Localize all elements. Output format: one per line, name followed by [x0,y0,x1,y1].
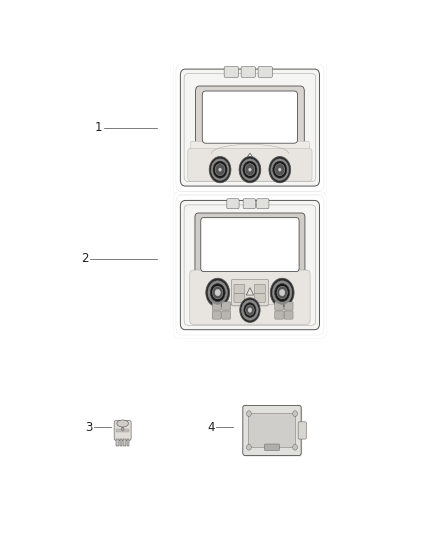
FancyBboxPatch shape [202,91,297,143]
FancyBboxPatch shape [265,444,279,450]
FancyBboxPatch shape [243,199,255,208]
FancyBboxPatch shape [244,407,302,457]
FancyBboxPatch shape [234,285,245,293]
FancyBboxPatch shape [212,302,221,310]
FancyBboxPatch shape [275,302,283,310]
FancyBboxPatch shape [180,200,320,330]
FancyBboxPatch shape [284,311,293,319]
FancyBboxPatch shape [248,414,296,447]
FancyBboxPatch shape [195,86,304,148]
Circle shape [121,427,124,431]
FancyBboxPatch shape [284,302,293,310]
Bar [120,439,122,446]
FancyBboxPatch shape [258,67,272,77]
Polygon shape [245,153,255,160]
FancyBboxPatch shape [241,67,255,77]
Bar [124,439,126,446]
Circle shape [279,289,285,296]
Circle shape [242,300,258,320]
Polygon shape [246,288,254,295]
Circle shape [249,168,251,171]
FancyBboxPatch shape [243,406,301,456]
Circle shape [273,161,287,178]
Text: 1: 1 [95,121,102,134]
Circle shape [240,298,260,322]
Circle shape [269,157,291,183]
Circle shape [247,411,251,416]
FancyBboxPatch shape [222,311,230,319]
FancyBboxPatch shape [298,422,306,439]
Circle shape [213,161,227,178]
Circle shape [212,286,223,299]
FancyBboxPatch shape [231,279,268,306]
Circle shape [275,164,285,175]
FancyBboxPatch shape [212,311,221,319]
Text: 3: 3 [85,421,92,434]
FancyBboxPatch shape [275,311,283,319]
FancyBboxPatch shape [188,148,312,181]
Circle shape [209,157,231,183]
Circle shape [215,164,225,175]
Circle shape [247,445,251,450]
Circle shape [272,281,292,304]
Bar [116,429,130,432]
Circle shape [279,168,281,171]
FancyBboxPatch shape [227,199,239,208]
Circle shape [275,284,290,302]
FancyBboxPatch shape [190,270,310,325]
Bar [116,439,119,446]
Circle shape [271,159,289,180]
Circle shape [210,284,225,302]
Circle shape [215,289,220,296]
Circle shape [219,168,221,171]
Text: 4: 4 [207,421,215,434]
Text: 2: 2 [81,253,89,265]
Circle shape [293,411,297,416]
FancyBboxPatch shape [195,213,305,276]
Circle shape [270,278,294,307]
Circle shape [241,159,259,180]
Circle shape [244,303,256,318]
Circle shape [211,159,229,180]
Circle shape [248,308,252,312]
Circle shape [208,281,227,304]
Circle shape [206,278,230,307]
FancyBboxPatch shape [254,285,265,293]
Circle shape [239,157,261,183]
FancyBboxPatch shape [114,421,131,440]
FancyBboxPatch shape [254,293,265,302]
FancyBboxPatch shape [224,67,238,77]
Circle shape [277,286,287,299]
FancyBboxPatch shape [201,217,299,271]
FancyBboxPatch shape [180,69,320,186]
Circle shape [245,164,255,175]
Circle shape [246,305,254,316]
FancyBboxPatch shape [257,199,269,208]
FancyBboxPatch shape [191,141,309,160]
Circle shape [293,445,297,450]
Circle shape [243,161,257,178]
Bar [127,439,130,446]
FancyBboxPatch shape [222,302,230,310]
FancyBboxPatch shape [234,293,245,302]
Ellipse shape [117,420,128,427]
